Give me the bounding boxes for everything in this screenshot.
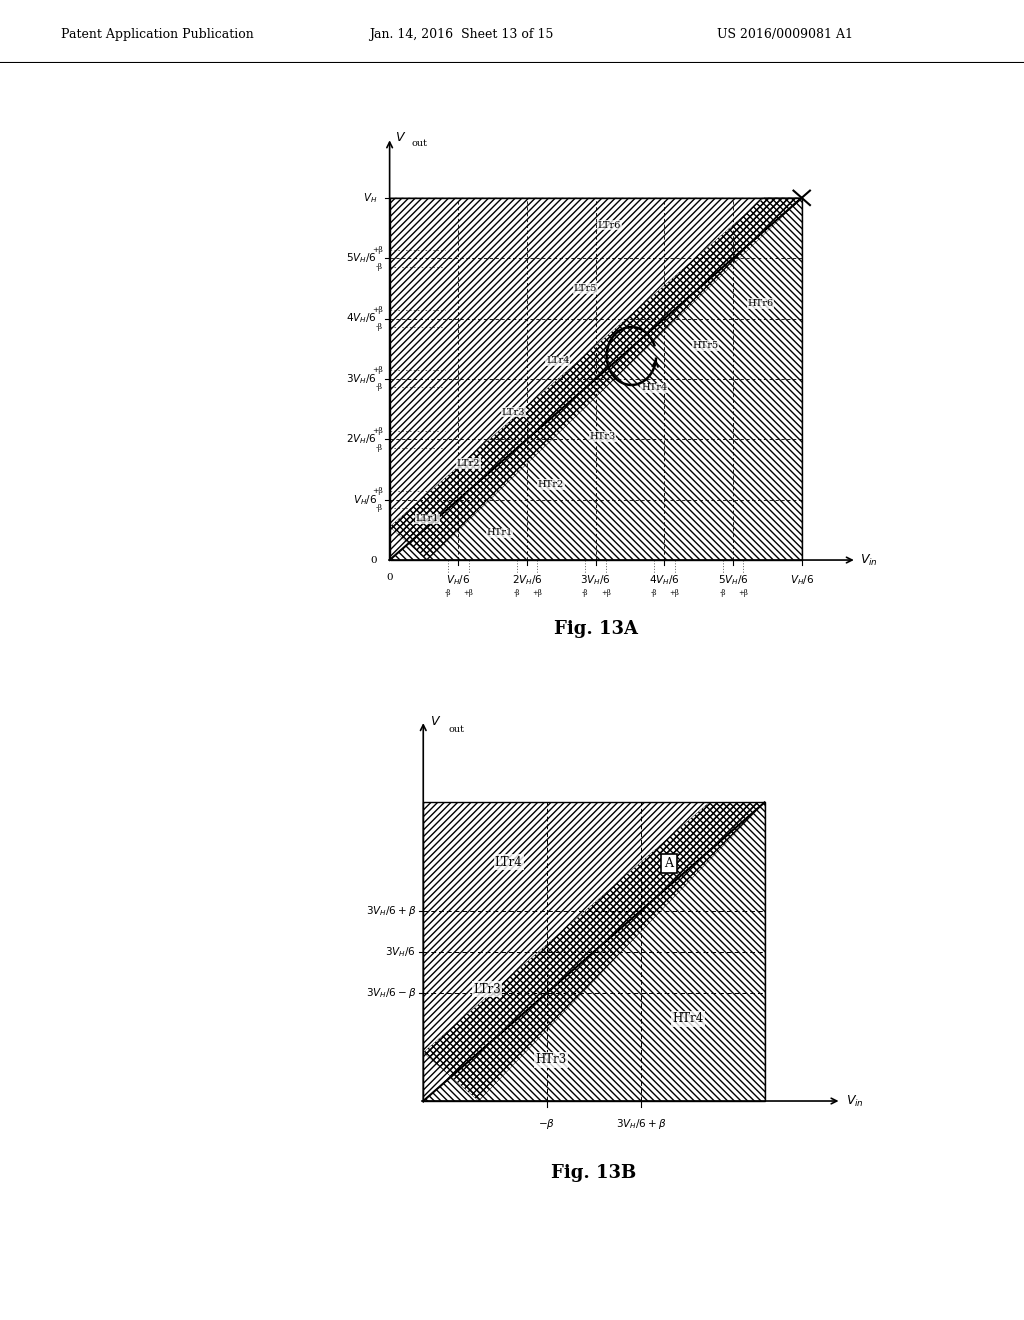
Text: $V_H/6$: $V_H/6$ <box>353 492 377 507</box>
Text: -β: -β <box>376 504 383 512</box>
Text: HTr4: HTr4 <box>641 384 668 392</box>
Text: $2V_H/6$: $2V_H/6$ <box>512 573 543 587</box>
Text: $V_{in}$: $V_{in}$ <box>860 553 878 568</box>
Text: $V_H/6$: $V_H/6$ <box>446 573 470 587</box>
Text: HTr3: HTr3 <box>590 432 615 441</box>
Text: +β: +β <box>372 426 383 434</box>
Text: $3V_H/6$: $3V_H/6$ <box>385 945 417 958</box>
Text: LTr3: LTr3 <box>502 408 525 417</box>
Text: HTr5: HTr5 <box>692 342 719 350</box>
Text: -β: -β <box>651 589 657 597</box>
Text: Jan. 14, 2016  Sheet 13 of 15: Jan. 14, 2016 Sheet 13 of 15 <box>369 28 553 41</box>
Text: +β: +β <box>464 589 473 597</box>
Text: +β: +β <box>372 367 383 375</box>
Text: HTr2: HTr2 <box>538 480 564 490</box>
Text: $V$: $V$ <box>430 714 441 727</box>
Text: HTr3: HTr3 <box>536 1053 567 1067</box>
Text: $3V_H/6$: $3V_H/6$ <box>346 372 377 385</box>
Text: Patent Application Publication: Patent Application Publication <box>61 28 254 41</box>
Text: HTr1: HTr1 <box>486 528 513 537</box>
Text: -β: -β <box>376 323 383 331</box>
Text: $4V_H/6$: $4V_H/6$ <box>649 573 680 587</box>
Text: 0: 0 <box>386 573 393 582</box>
Text: -β: -β <box>582 589 589 597</box>
Text: LTr5: LTr5 <box>573 284 597 293</box>
Text: LTr1: LTr1 <box>416 515 439 524</box>
Text: $5V_H/6$: $5V_H/6$ <box>718 573 749 587</box>
Text: -β: -β <box>376 444 383 451</box>
Text: $-\beta$: $-\beta$ <box>539 1118 555 1131</box>
Text: LTr2: LTr2 <box>457 459 480 469</box>
Text: $V_H/6$: $V_H/6$ <box>790 573 814 587</box>
Text: +β: +β <box>372 306 383 314</box>
Text: A: A <box>665 857 674 870</box>
Text: +β: +β <box>372 246 383 253</box>
Text: -β: -β <box>513 589 520 597</box>
Text: Fig. 13B: Fig. 13B <box>551 1164 637 1183</box>
Text: out: out <box>449 725 465 734</box>
Text: -β: -β <box>376 383 383 392</box>
Text: $V_H$: $V_H$ <box>362 191 377 205</box>
Text: out: out <box>412 140 428 148</box>
Text: -β: -β <box>720 589 726 597</box>
Text: $3V_H/6$: $3V_H/6$ <box>581 573 611 587</box>
Text: LTr4: LTr4 <box>546 356 569 366</box>
Text: $5V_H/6$: $5V_H/6$ <box>346 251 377 265</box>
Text: $4V_H/6$: $4V_H/6$ <box>346 312 377 326</box>
Text: HTr4: HTr4 <box>672 1012 703 1026</box>
Text: +β: +β <box>532 589 543 597</box>
Text: $2V_H/6$: $2V_H/6$ <box>346 433 377 446</box>
Text: +β: +β <box>738 589 749 597</box>
Text: LTr6: LTr6 <box>598 220 622 230</box>
Text: $3V_H/6-\beta$: $3V_H/6-\beta$ <box>366 986 417 999</box>
Text: $3V_H/6+\beta$: $3V_H/6+\beta$ <box>615 1118 667 1131</box>
Text: $3V_H/6+\beta$: $3V_H/6+\beta$ <box>366 904 417 917</box>
Text: LTr3: LTr3 <box>473 982 501 995</box>
Text: US 2016/0009081 A1: US 2016/0009081 A1 <box>717 28 853 41</box>
Text: $V$: $V$ <box>395 131 407 144</box>
Text: 0: 0 <box>371 556 377 565</box>
Text: LTr4: LTr4 <box>495 855 522 869</box>
Text: HTr6: HTr6 <box>748 298 773 308</box>
Text: +β: +β <box>670 589 680 597</box>
Text: Fig. 13A: Fig. 13A <box>554 620 638 639</box>
Text: +β: +β <box>372 487 383 495</box>
Text: -β: -β <box>376 263 383 271</box>
Text: -β: -β <box>444 589 452 597</box>
Text: $V_{in}$: $V_{in}$ <box>846 1093 863 1109</box>
Text: +β: +β <box>601 589 611 597</box>
